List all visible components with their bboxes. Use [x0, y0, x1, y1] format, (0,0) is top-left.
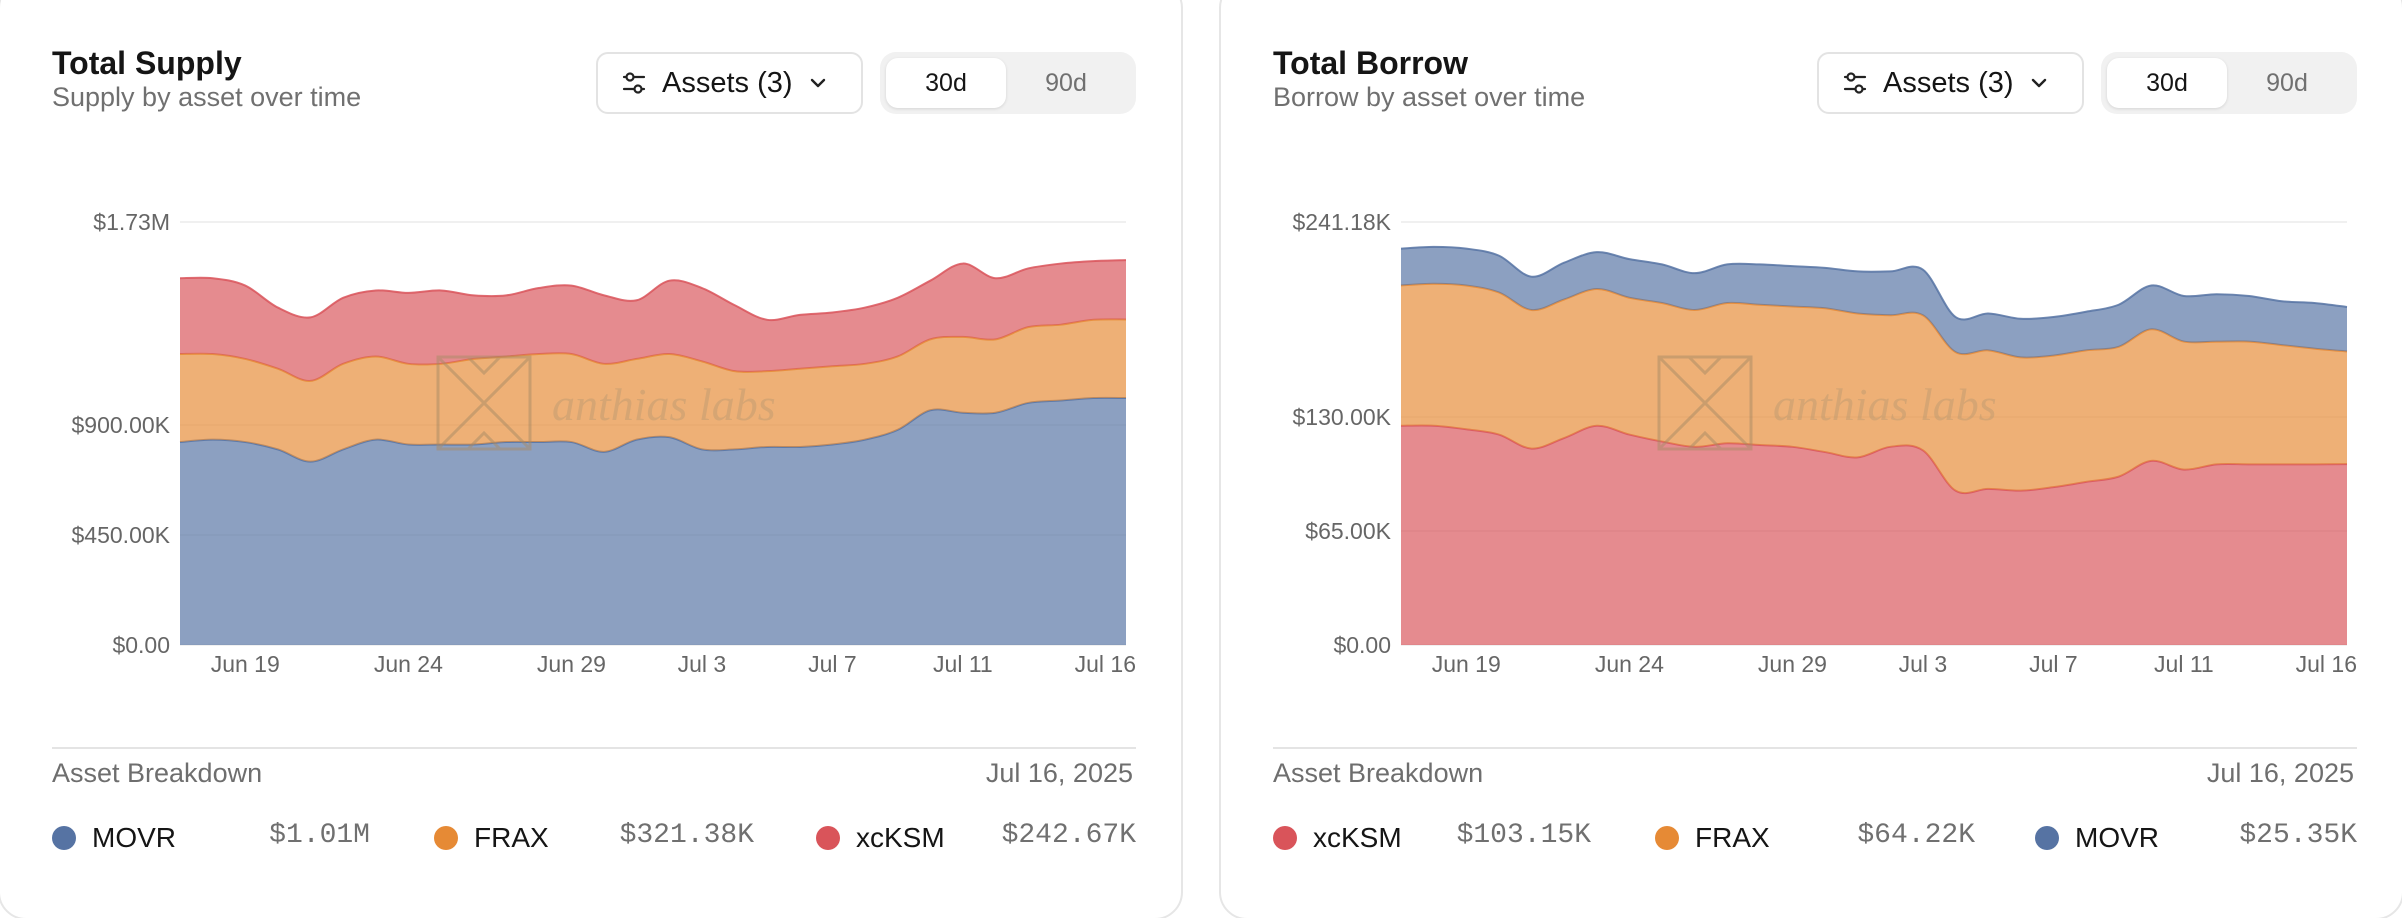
period-90d-tab[interactable]: 90d	[1045, 68, 1087, 97]
area-xcksm	[1401, 425, 2347, 645]
legend-value: $25.35K	[2239, 820, 2357, 851]
divider	[1273, 747, 2357, 749]
legend-dot	[1655, 826, 1679, 850]
watermark-logo	[1657, 355, 1753, 451]
legend-name: MOVR	[92, 822, 176, 853]
x-tick-label: Jun 24	[374, 651, 443, 677]
x-tick-label: Jul 3	[1899, 651, 1948, 677]
area-movr	[180, 397, 1126, 645]
chevron-down-icon	[807, 72, 829, 94]
period-90d-tab[interactable]: 90d	[2266, 68, 2308, 97]
legend-item-frax: FRAX	[434, 820, 549, 856]
line-frax	[179, 318, 1127, 382]
x-tick-label: Jul 7	[2029, 651, 2078, 677]
y-tick-label: $130.00K	[1293, 404, 1392, 430]
divider	[52, 747, 1136, 749]
x-tick-label: Jun 29	[1758, 651, 1827, 677]
area-frax	[180, 319, 1126, 462]
area-movr	[1401, 246, 2347, 358]
y-tick-label: $1.73M	[93, 209, 170, 235]
y-tick-label: $900.00K	[72, 412, 171, 438]
breakdown-title: Asset Breakdown	[52, 758, 263, 788]
x-tick-label: Jun 29	[537, 651, 606, 677]
chart-title: Total Borrow	[1273, 45, 1468, 81]
legend-name: FRAX	[474, 822, 549, 853]
total-borrow-card: Total Borrow Borrow by asset over time A…	[1219, 0, 2402, 918]
line-movr	[1400, 245, 2348, 321]
area-xcksm	[180, 260, 1126, 381]
x-tick-label: Jul 7	[808, 651, 857, 677]
x-tick-label: Jul 16	[1075, 651, 1136, 677]
period-toggle: 30d 90d	[2101, 52, 2357, 114]
breakdown-date: Jul 16, 2025	[985, 758, 1133, 788]
legend-name: xcKSM	[1313, 822, 1402, 853]
assets-filter-label: Assets (3)	[1883, 66, 2014, 99]
legend-name: xcKSM	[856, 822, 945, 853]
area-frax	[1401, 283, 2347, 494]
legend-item-movr: MOVR	[2035, 820, 2159, 856]
period-toggle: 30d 90d	[880, 52, 1136, 114]
period-30d-tab[interactable]: 30d	[886, 58, 1006, 108]
sliders-icon	[1841, 69, 1869, 97]
chevron-down-icon	[2028, 72, 2050, 94]
x-tick-label: Jun 24	[1595, 651, 1664, 677]
supply-area-chart: $0.00 $450.00K $900.00K $1.73M Jun 19 Jun 24 J…	[72, 209, 1136, 677]
legend-value: $1.01M	[269, 820, 370, 851]
legend-value: $242.67K	[1001, 820, 1136, 851]
legend-dot	[434, 826, 458, 850]
breakdown-title: Asset Breakdown	[1273, 758, 1484, 788]
watermark-square	[436, 355, 532, 451]
assets-filter-button[interactable]: Assets (3)	[1817, 52, 2084, 114]
x-tick-label: Jul 3	[678, 651, 727, 677]
legend-item-movr: MOVR	[52, 820, 176, 856]
legend-value: $321.38K	[619, 820, 754, 851]
legend-item-xcksm: xcKSM	[1273, 820, 1402, 856]
assets-filter-label: Assets (3)	[662, 66, 793, 99]
x-tick-label: Jun 19	[211, 651, 280, 677]
line-xcksm	[179, 259, 1127, 322]
watermark-square	[1657, 355, 1753, 451]
sliders-icon	[620, 69, 648, 97]
x-tick-label: Jul 16	[2296, 651, 2357, 677]
watermark-cross	[436, 355, 532, 451]
line-movr	[179, 396, 1127, 463]
watermark-notch	[1687, 355, 1723, 451]
period-30d-tab[interactable]: 30d	[2107, 58, 2227, 108]
legend-dot	[52, 826, 76, 850]
x-tick-label: Jul 11	[2154, 651, 2214, 677]
y-tick-label: $241.18K	[1293, 209, 1392, 235]
watermark-text: anthias labs	[1773, 379, 1997, 430]
legend-dot	[2035, 826, 2059, 850]
watermark-notch	[466, 355, 502, 451]
borrow-area-chart: $0.00 $65.00K $130.00K $241.18K Jun 19 Jun 24…	[1293, 209, 2357, 677]
breakdown-date: Jul 16, 2025	[2206, 758, 2354, 788]
chart-subtitle: Supply by asset over time	[52, 82, 362, 112]
legend-item-frax: FRAX	[1655, 820, 1770, 856]
assets-filter-button[interactable]: Assets (3)	[596, 52, 863, 114]
chart-title: Total Supply	[52, 45, 242, 81]
watermark-cross	[1657, 355, 1753, 451]
legend-name: MOVR	[2075, 822, 2159, 853]
legend-value: $103.15K	[1456, 820, 1591, 851]
legend-dot	[816, 826, 840, 850]
x-tick-label: Jul 11	[933, 651, 993, 677]
watermark-logo	[436, 355, 532, 451]
y-tick-label: $0.00	[1333, 632, 1391, 658]
total-supply-card: Total Supply Supply by asset over time A…	[0, 0, 1183, 918]
legend-name: FRAX	[1695, 822, 1770, 853]
y-tick-label: $450.00K	[72, 522, 171, 548]
x-tick-label: Jun 19	[1432, 651, 1501, 677]
y-tick-label: $65.00K	[1305, 518, 1391, 544]
legend-item-xcksm: xcKSM	[816, 820, 945, 856]
chart-subtitle: Borrow by asset over time	[1273, 82, 1586, 112]
legend-dot	[1273, 826, 1297, 850]
watermark-text: anthias labs	[552, 379, 776, 430]
legend-value: $64.22K	[1857, 820, 1975, 851]
y-tick-label: $0.00	[112, 632, 170, 658]
